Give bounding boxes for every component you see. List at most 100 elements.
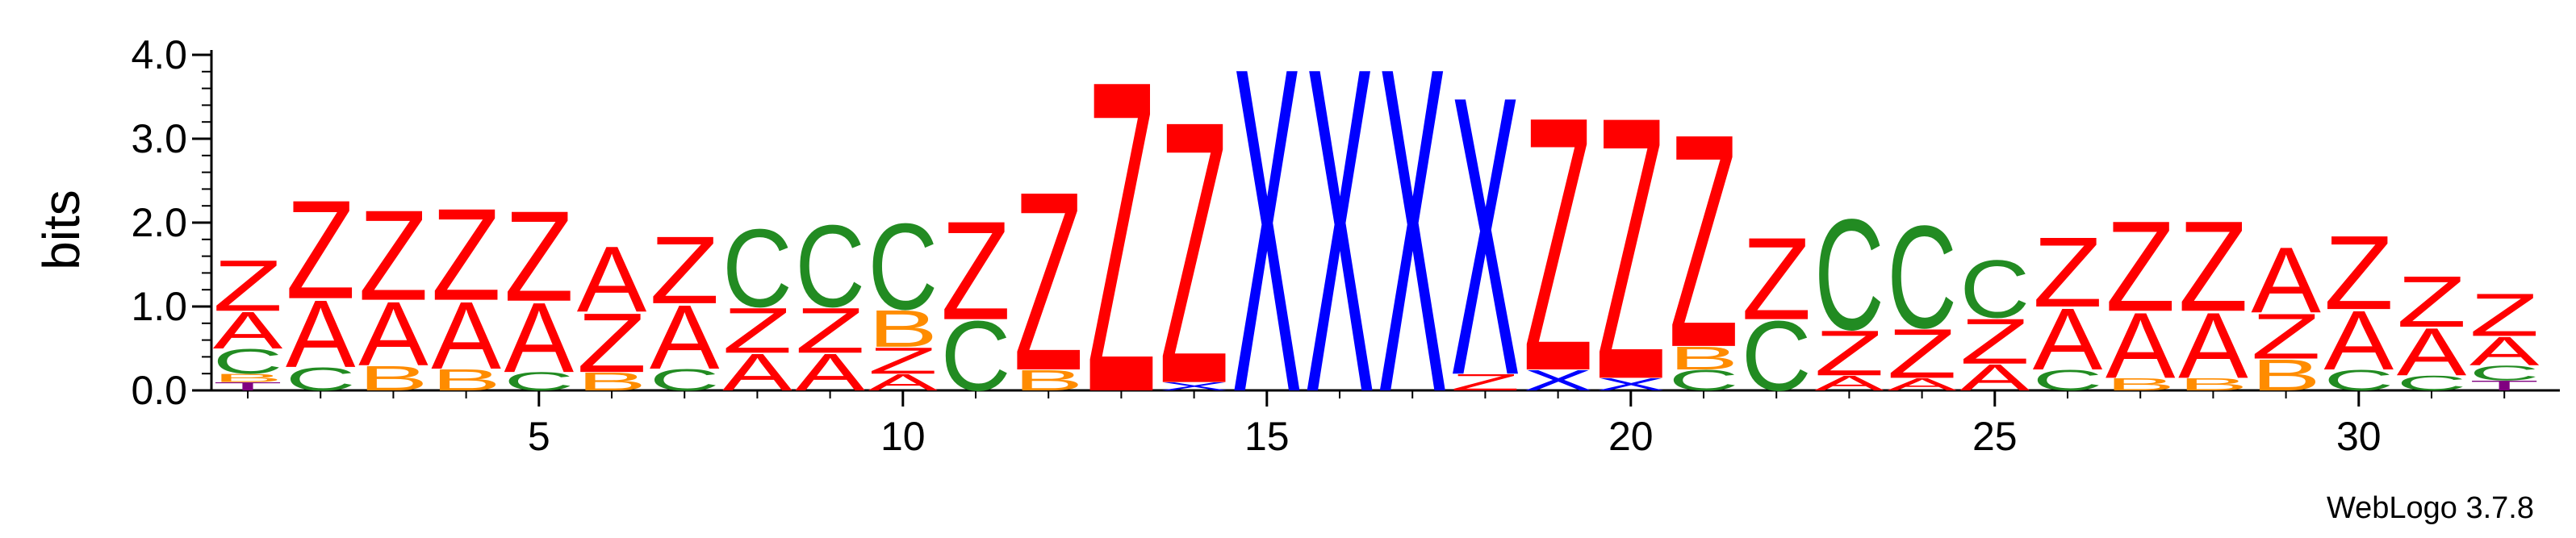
logo-letter-c: C [504,367,575,396]
logo-letter-x: X [1232,0,1303,490]
x-tick-label: 5 [528,414,550,459]
logo-letter-z: Z [431,182,501,328]
logo-letter-x: X [1596,374,1666,394]
x-tick-label: 25 [1972,414,2018,459]
logo-letter-c: C [2469,361,2540,385]
logo-letter-a: A [2324,293,2394,387]
logo-letter-z: Z [1742,214,1812,344]
logo-letter-c: C [795,201,865,332]
logo-letter-c: C [1669,364,1739,397]
logo-letter-x: X [1305,0,1375,490]
y-tick-label: 4.0 [131,32,187,77]
logo-letter-c: C [2397,371,2467,394]
logo-letter-c: C [1960,243,2030,335]
logo-letter-z: Z [2397,262,2467,343]
logo-letter-z: Z [722,295,792,367]
logo-letter-a: A [577,227,647,332]
logo-letter-x: X [1159,380,1229,393]
logo-letter-z: Z [1960,306,2030,377]
logo-letter-z: Z [2033,217,2103,327]
logo-letter-b: B [577,367,647,396]
logo-letter-z: Z [1523,41,1593,447]
x-tick-label: 15 [1244,414,1290,459]
logo-letter-c: C [650,363,720,397]
logo-letter-a: A [213,301,283,360]
logo-letter-z: Z [2251,301,2321,373]
logo-letter-z: Z [1887,314,1957,393]
logo-letter-b: B [1669,340,1739,377]
logo-letter-z: Z [2324,214,2394,332]
y-tick-label: 1.0 [131,284,187,329]
logo-letter-b: B [213,371,283,384]
logo-letter-b: B [358,358,429,398]
logo-letter-z: Z [1596,39,1666,457]
logo-letter-z: Z [650,216,720,324]
logo-letter-c: C [868,198,939,336]
logo-letter-b: B [2178,374,2248,394]
logo-letter-x: X [1450,13,1520,459]
x-tick-label: 30 [2336,414,2382,459]
logo-letter-a: A [2033,291,2103,389]
logo-letter-z: Z [868,340,939,382]
logo-letter-z: Z [504,185,575,329]
logo-letter-a: A [358,283,429,385]
y-tick-label: 2.0 [131,200,187,245]
logo-letter-z: Z [2178,194,2248,339]
logo-letter-z: Z [1159,43,1229,461]
x-tick-label: 10 [880,414,926,459]
logo-letter-c: C [1742,300,1812,411]
logo-letter-a: A [1959,357,2030,398]
logo-letter-a: A [2469,328,2540,374]
y-axis-label: bits [32,190,90,270]
logo-letter-z: Z [286,171,356,328]
logo-letter-b: B [2106,374,2176,394]
logo-letter-t: T [2469,377,2540,393]
logo-letter-z: Z [2106,194,2176,339]
logo-letter-c: C [722,206,792,331]
logo-letter-b: B [868,299,939,358]
weblogo-credit: WebLogo 3.7.8 [2327,491,2534,525]
logo-letter-c: C [2033,364,2103,397]
logo-letter-a: A [431,282,501,390]
logo-letter-a: A [286,281,356,388]
logo-letter-x: X [1523,365,1593,397]
logo-letter-a: A [1887,374,1957,394]
logo-letter-a: A [1814,371,1884,394]
logo-letter-c: C [286,361,356,397]
logo-letter-c: C [1887,195,1957,359]
logo-letter-c: C [1814,187,1884,363]
logo-letter-b: B [2251,351,2321,400]
logo-letter-a: A [2178,294,2248,398]
logo-letter-c: C [2324,364,2394,397]
logo-letter-c: C [941,300,1011,411]
y-tick-label: 0.0 [131,368,187,413]
logo-letter-z: Z [2469,282,2540,349]
axes: 0.0 1.0 2.0 3.0 4.0 5 10 15 20 25 30 [131,32,2560,459]
logo-letter-a: A [650,286,720,388]
logo-letter-a: A [722,343,792,402]
logo-letter-a: A [2251,228,2321,333]
logo-letter-a: A [868,369,939,395]
logo-letter-z: Z [1086,0,1156,486]
logo-letter-b: B [431,363,501,397]
logo-letter-a: A [2397,315,2467,390]
logo-letter-b: B [1014,365,1084,397]
logo-letter-z: Z [1669,72,1739,411]
logo-letter-z: Z [941,192,1011,349]
logo-letter-z: Z [358,184,429,328]
logo-letter-a: A [2106,294,2176,398]
logo-letter-x: X [1378,0,1448,490]
logo-letter-z: Z [1014,138,1084,423]
logo-letter-c: C [213,342,283,382]
logo-letter-z: Z [1814,318,1884,390]
logo-letter-z: Z [213,246,283,327]
logo-letter-t: T [213,380,283,393]
y-tick-label: 3.0 [131,116,187,161]
logo-letter-a: A [504,282,575,393]
logo-letter-z: Z [577,296,647,390]
logo-letter-a: A [795,343,865,402]
logo-letter-z: Z [1450,369,1520,396]
x-tick-label: 20 [1608,414,1654,459]
